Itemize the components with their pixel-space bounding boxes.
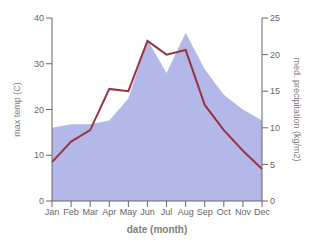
- svg-text:max temp (C): max temp (C): [12, 82, 22, 137]
- svg-text:Jun: Jun: [140, 207, 155, 217]
- svg-text:40: 40: [34, 13, 44, 23]
- svg-text:25: 25: [270, 13, 280, 23]
- svg-text:30: 30: [34, 59, 44, 69]
- svg-text:Dec: Dec: [254, 207, 271, 217]
- svg-text:Sep: Sep: [197, 207, 213, 217]
- svg-text:5: 5: [270, 160, 275, 170]
- svg-text:Jan: Jan: [45, 207, 60, 217]
- svg-text:Jul: Jul: [161, 207, 173, 217]
- svg-text:0: 0: [270, 196, 275, 206]
- svg-text:0: 0: [39, 196, 44, 206]
- svg-text:10: 10: [34, 150, 44, 160]
- svg-text:Aug: Aug: [178, 207, 194, 217]
- svg-text:Apr: Apr: [102, 207, 116, 217]
- svg-text:Feb: Feb: [63, 207, 79, 217]
- svg-text:Oct: Oct: [217, 207, 232, 217]
- svg-text:med. precipitation (kg/m2): med. precipitation (kg/m2): [292, 57, 302, 161]
- svg-text:Nov: Nov: [235, 207, 252, 217]
- svg-text:15: 15: [270, 86, 280, 96]
- svg-text:20: 20: [270, 50, 280, 60]
- svg-text:20: 20: [34, 105, 44, 115]
- svg-text:10: 10: [270, 123, 280, 133]
- svg-text:date (month): date (month): [127, 224, 188, 235]
- svg-text:Mar: Mar: [82, 207, 98, 217]
- svg-text:May: May: [120, 207, 138, 217]
